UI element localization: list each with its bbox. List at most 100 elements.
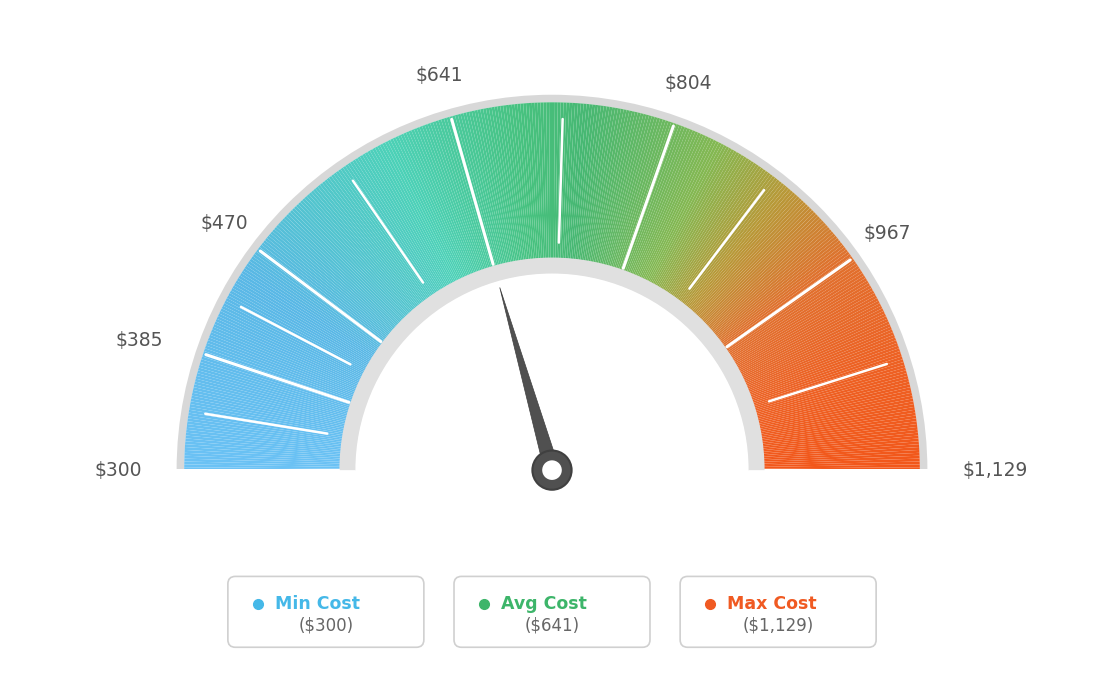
Wedge shape [212, 326, 358, 389]
Text: $385: $385 [116, 331, 163, 350]
Wedge shape [672, 168, 764, 297]
Wedge shape [355, 273, 749, 470]
Wedge shape [696, 200, 804, 316]
Wedge shape [690, 193, 795, 312]
Wedge shape [215, 319, 360, 385]
Wedge shape [720, 247, 846, 344]
Wedge shape [526, 103, 539, 259]
Wedge shape [744, 319, 889, 385]
Wedge shape [184, 459, 341, 465]
Wedge shape [712, 231, 834, 335]
Wedge shape [588, 108, 618, 262]
FancyBboxPatch shape [680, 576, 877, 647]
Wedge shape [707, 220, 824, 328]
Wedge shape [741, 306, 882, 377]
Wedge shape [737, 295, 877, 371]
Wedge shape [763, 464, 920, 469]
Wedge shape [734, 286, 871, 366]
Wedge shape [425, 124, 480, 272]
Wedge shape [193, 387, 347, 424]
Wedge shape [582, 106, 607, 262]
Wedge shape [408, 130, 471, 276]
Wedge shape [682, 181, 782, 306]
Wedge shape [569, 104, 584, 260]
Wedge shape [185, 435, 342, 452]
Wedge shape [704, 216, 820, 326]
Wedge shape [453, 115, 497, 267]
Wedge shape [552, 102, 555, 259]
Text: ($1,129): ($1,129) [743, 616, 814, 634]
Wedge shape [702, 212, 816, 323]
Wedge shape [624, 124, 679, 272]
Wedge shape [466, 112, 505, 265]
Wedge shape [414, 128, 475, 275]
Wedge shape [491, 107, 519, 262]
Wedge shape [246, 264, 378, 353]
Wedge shape [715, 238, 839, 338]
Wedge shape [438, 119, 488, 269]
Wedge shape [561, 103, 570, 259]
Wedge shape [348, 163, 436, 295]
Wedge shape [650, 145, 726, 284]
Wedge shape [231, 288, 369, 367]
Wedge shape [192, 390, 346, 426]
Wedge shape [749, 337, 896, 395]
Wedge shape [725, 261, 857, 351]
Wedge shape [721, 249, 848, 345]
Wedge shape [333, 172, 428, 300]
Wedge shape [752, 354, 902, 405]
Wedge shape [763, 467, 920, 470]
Wedge shape [622, 123, 677, 272]
Wedge shape [380, 144, 455, 284]
Wedge shape [751, 346, 899, 400]
Wedge shape [288, 212, 402, 323]
Wedge shape [217, 313, 361, 382]
Wedge shape [290, 210, 403, 322]
Wedge shape [724, 259, 854, 350]
Wedge shape [187, 430, 342, 448]
Wedge shape [648, 142, 722, 283]
Wedge shape [654, 148, 732, 286]
Wedge shape [627, 126, 684, 273]
Wedge shape [750, 343, 899, 399]
Wedge shape [237, 278, 372, 362]
Wedge shape [636, 132, 701, 277]
Wedge shape [617, 120, 668, 270]
FancyBboxPatch shape [227, 576, 424, 647]
Wedge shape [433, 121, 485, 270]
Wedge shape [554, 102, 558, 259]
Wedge shape [602, 112, 640, 265]
Wedge shape [203, 351, 352, 404]
Wedge shape [658, 152, 740, 288]
Wedge shape [185, 433, 342, 451]
Wedge shape [177, 95, 927, 470]
Wedge shape [350, 161, 437, 294]
Wedge shape [187, 421, 343, 444]
Wedge shape [607, 115, 651, 267]
Wedge shape [745, 324, 891, 388]
Wedge shape [188, 418, 343, 442]
Wedge shape [659, 153, 742, 289]
Wedge shape [184, 450, 341, 460]
Wedge shape [750, 340, 898, 397]
Wedge shape [401, 134, 467, 278]
Wedge shape [224, 301, 364, 374]
Wedge shape [722, 252, 850, 346]
Wedge shape [372, 148, 450, 286]
Wedge shape [235, 280, 371, 363]
Wedge shape [747, 332, 894, 393]
Wedge shape [475, 110, 509, 264]
Wedge shape [198, 368, 349, 413]
Wedge shape [253, 254, 381, 348]
Wedge shape [258, 247, 384, 344]
Wedge shape [757, 382, 910, 421]
Wedge shape [267, 236, 390, 337]
Wedge shape [662, 157, 746, 291]
Wedge shape [309, 193, 414, 312]
Wedge shape [745, 322, 890, 386]
Wedge shape [193, 384, 347, 422]
Wedge shape [606, 115, 649, 266]
Wedge shape [184, 462, 341, 467]
Wedge shape [243, 268, 375, 355]
Wedge shape [761, 413, 915, 439]
